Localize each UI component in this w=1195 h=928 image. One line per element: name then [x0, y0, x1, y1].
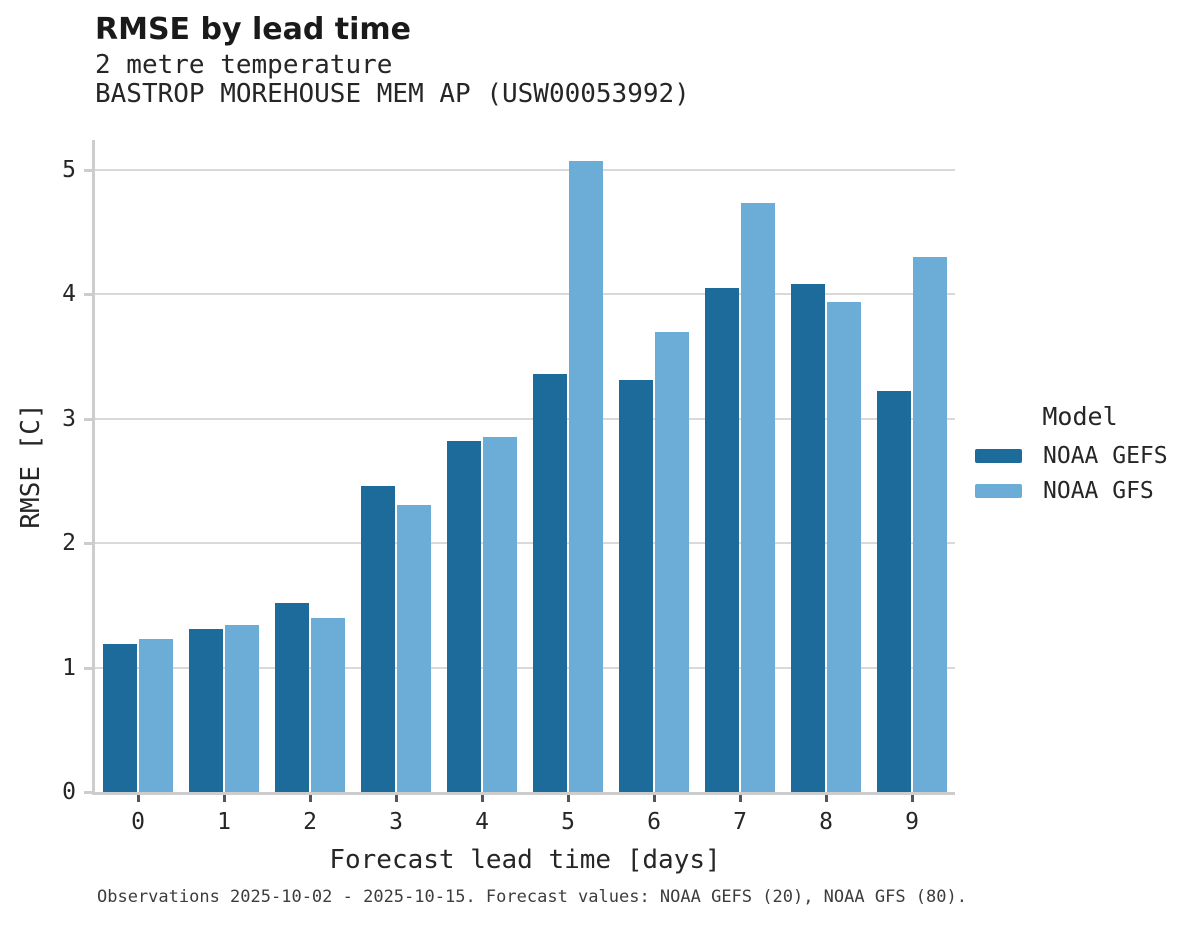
legend-label-noaa-gfs: NOAA GFS [1043, 478, 1154, 504]
x-tick-label: 2 [303, 809, 317, 835]
bar-noaa-gfs-day-6 [655, 332, 689, 792]
x-tick-mark [394, 795, 398, 802]
x-axis-label: Forecast lead time [days] [329, 845, 721, 875]
bar-noaa-gfs-day-4 [483, 437, 517, 792]
bar-noaa-gfs-day-7 [741, 203, 775, 792]
legend-label-noaa-gefs: NOAA GEFS [1043, 443, 1168, 469]
gridline [95, 542, 955, 545]
bar-noaa-gefs-day-9 [877, 391, 911, 792]
x-axis-spine [92, 792, 955, 795]
y-tick-label: 2 [62, 530, 76, 557]
legend-entry-noaa-gfs: NOAA GFS [975, 479, 1185, 503]
y-tick-mark [84, 417, 93, 421]
gridline [95, 168, 955, 171]
bar-noaa-gfs-day-3 [397, 505, 431, 792]
x-tick-mark [222, 795, 226, 802]
bar-noaa-gefs-day-6 [619, 380, 653, 792]
gridline [95, 293, 955, 296]
x-tick-label: 9 [905, 809, 919, 835]
x-tick-mark [738, 795, 742, 802]
footer-note: Observations 2025-10-02 - 2025-10-15. Fo… [97, 887, 967, 907]
x-tick-label: 7 [733, 809, 747, 835]
x-tick-mark [910, 795, 914, 802]
y-axis-spine [92, 140, 95, 795]
x-tick-mark [308, 795, 312, 802]
bar-noaa-gefs-day-4 [447, 441, 481, 792]
bar-noaa-gefs-day-0 [103, 644, 137, 792]
x-tick-mark [652, 795, 656, 802]
plot-area [95, 140, 955, 792]
bar-noaa-gfs-day-2 [311, 618, 345, 792]
gridline [95, 666, 955, 669]
legend-swatch-noaa-gefs [975, 449, 1022, 463]
x-tick-mark [136, 795, 140, 802]
bar-noaa-gfs-day-9 [913, 257, 947, 792]
y-tick-mark [84, 791, 93, 794]
legend-title: Model [1042, 402, 1118, 431]
y-tick-mark [84, 293, 93, 297]
bar-noaa-gefs-day-7 [705, 288, 739, 792]
y-tick-label: 4 [62, 281, 76, 308]
bar-noaa-gfs-day-8 [827, 302, 861, 792]
chart-title: RMSE by lead time [95, 12, 411, 47]
y-tick-label: 1 [62, 654, 76, 681]
bar-noaa-gefs-day-5 [533, 374, 567, 792]
bar-noaa-gefs-day-3 [361, 486, 395, 792]
bar-noaa-gefs-day-8 [791, 284, 825, 792]
chart-subtitle-variable: 2 metre temperature [95, 50, 393, 80]
x-tick-label: 4 [475, 809, 489, 835]
x-tick-mark [480, 795, 484, 802]
x-tick-label: 0 [131, 809, 145, 835]
y-tick-mark [84, 666, 93, 670]
y-tick-mark [84, 168, 93, 172]
y-tick-label: 0 [62, 779, 76, 805]
legend-entry-noaa-gefs: NOAA GEFS [975, 444, 1185, 468]
x-tick-mark [824, 795, 828, 802]
x-tick-label: 5 [561, 809, 575, 835]
y-tick-label: 3 [62, 405, 76, 432]
legend-swatch-noaa-gfs [975, 484, 1022, 498]
x-tick-label: 8 [819, 809, 833, 835]
y-tick-mark [84, 542, 93, 546]
legend: Model NOAA GEFS NOAA GFS [975, 401, 1185, 503]
bar-noaa-gefs-day-2 [275, 603, 309, 792]
x-tick-mark [566, 795, 570, 802]
bar-noaa-gfs-day-1 [225, 625, 259, 792]
x-tick-label: 6 [647, 809, 661, 835]
x-tick-label: 1 [217, 809, 231, 835]
bar-noaa-gefs-day-1 [189, 629, 223, 792]
chart-subtitle-station: BASTROP MOREHOUSE MEM AP (USW00053992) [95, 79, 690, 109]
bar-noaa-gfs-day-0 [139, 639, 173, 792]
gridline [95, 417, 955, 420]
x-tick-label: 3 [389, 809, 403, 835]
bar-noaa-gfs-day-5 [569, 161, 603, 792]
y-tick-label: 5 [62, 156, 76, 183]
